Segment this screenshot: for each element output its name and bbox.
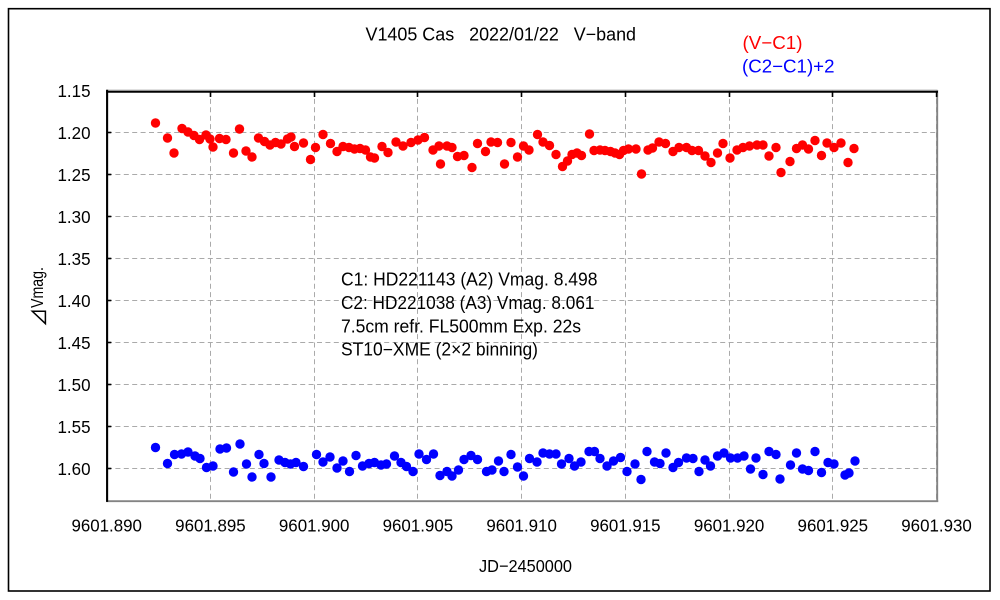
svg-text:9601.910: 9601.910	[486, 516, 557, 536]
svg-text:C2: HD221038 (A3) Vmag. 8.061: C2: HD221038 (A3) Vmag. 8.061	[341, 293, 595, 313]
svg-text:1.45: 1.45	[58, 333, 91, 353]
svg-text:1.30: 1.30	[58, 207, 91, 227]
svg-text:(C2−C1)+2: (C2−C1)+2	[742, 56, 835, 76]
svg-text:9601.895: 9601.895	[175, 516, 246, 536]
svg-text:9601.930: 9601.930	[901, 516, 972, 536]
svg-text:(V−C1): (V−C1)	[743, 33, 803, 53]
svg-text:9601.920: 9601.920	[694, 516, 765, 536]
svg-text:1.60: 1.60	[58, 459, 91, 479]
svg-text:9601.900: 9601.900	[279, 516, 350, 536]
svg-text:9601.915: 9601.915	[590, 516, 661, 536]
svg-text:1.35: 1.35	[58, 249, 91, 269]
svg-text:1.25: 1.25	[58, 165, 91, 185]
svg-text:JD−2450000: JD−2450000	[479, 556, 572, 576]
svg-text:ST10−XME (2×2 binning): ST10−XME (2×2 binning)	[341, 340, 538, 360]
svg-text:1.55: 1.55	[58, 417, 91, 437]
svg-text:Vmag.: Vmag.	[27, 267, 47, 308]
svg-text:9601.890: 9601.890	[71, 516, 142, 536]
svg-text:7.5cm refr. FL500mm Exp. 22s: 7.5cm refr. FL500mm Exp. 22s	[341, 316, 581, 336]
svg-text:C1: HD221143 (A2) Vmag. 8.498: C1: HD221143 (A2) Vmag. 8.498	[341, 270, 598, 290]
svg-text:9601.925: 9601.925	[798, 516, 869, 536]
svg-text:1.50: 1.50	[58, 375, 91, 395]
svg-text:1.40: 1.40	[58, 291, 91, 311]
svg-text:9601.905: 9601.905	[383, 516, 454, 536]
svg-text:1.20: 1.20	[58, 123, 91, 143]
svg-text:1.15: 1.15	[58, 81, 91, 101]
svg-text:V1405 Cas 2022/01/22 V−ban: V1405 Cas 2022/01/22 V−band	[366, 25, 637, 45]
